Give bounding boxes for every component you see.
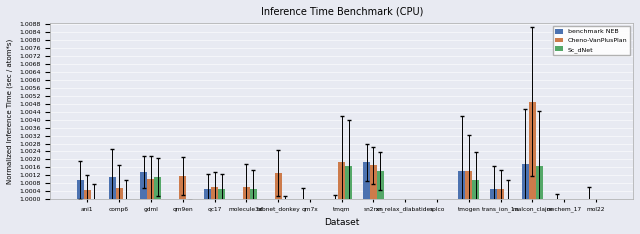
Bar — [377, 171, 384, 234]
Bar — [218, 189, 225, 234]
Bar — [497, 189, 504, 234]
Legend: benchmark NEB, Cheno-VanPlusPlan, Sc_dNet: benchmark NEB, Cheno-VanPlusPlan, Sc_dNe… — [553, 26, 630, 55]
Bar — [370, 165, 377, 234]
Bar — [522, 165, 529, 234]
Bar — [236, 231, 243, 234]
Bar — [147, 179, 154, 234]
Bar — [504, 199, 511, 234]
Bar — [529, 102, 536, 234]
Bar — [314, 221, 321, 234]
Title: Inference Time Benchmark (CPU): Inference Time Benchmark (CPU) — [260, 7, 423, 17]
Bar — [458, 171, 465, 234]
Bar — [472, 180, 479, 234]
Bar — [300, 211, 307, 234]
Bar — [91, 199, 98, 234]
Bar — [186, 215, 193, 234]
Bar — [172, 222, 179, 234]
Bar — [179, 176, 186, 234]
Bar — [154, 177, 161, 234]
Bar — [338, 162, 345, 234]
Bar — [250, 189, 257, 234]
Bar — [275, 173, 282, 234]
Bar — [465, 171, 472, 234]
Bar — [345, 166, 352, 234]
Bar — [243, 187, 250, 234]
Bar — [490, 189, 497, 234]
Bar — [109, 177, 116, 234]
Y-axis label: Normalized Inference Time (sec / atom*s): Normalized Inference Time (sec / atom*s) — [7, 39, 13, 184]
Bar — [211, 187, 218, 234]
Bar — [586, 215, 593, 234]
Bar — [123, 199, 130, 234]
Bar — [140, 172, 147, 234]
Bar — [77, 180, 84, 234]
Bar — [116, 188, 123, 234]
Bar — [568, 228, 575, 234]
Bar — [536, 166, 543, 234]
Bar — [554, 213, 561, 234]
Bar — [363, 162, 370, 234]
Bar — [600, 230, 607, 234]
Bar — [84, 190, 91, 234]
Bar — [282, 215, 289, 234]
Bar — [204, 189, 211, 234]
X-axis label: Dataset: Dataset — [324, 218, 360, 227]
Bar — [268, 225, 275, 234]
